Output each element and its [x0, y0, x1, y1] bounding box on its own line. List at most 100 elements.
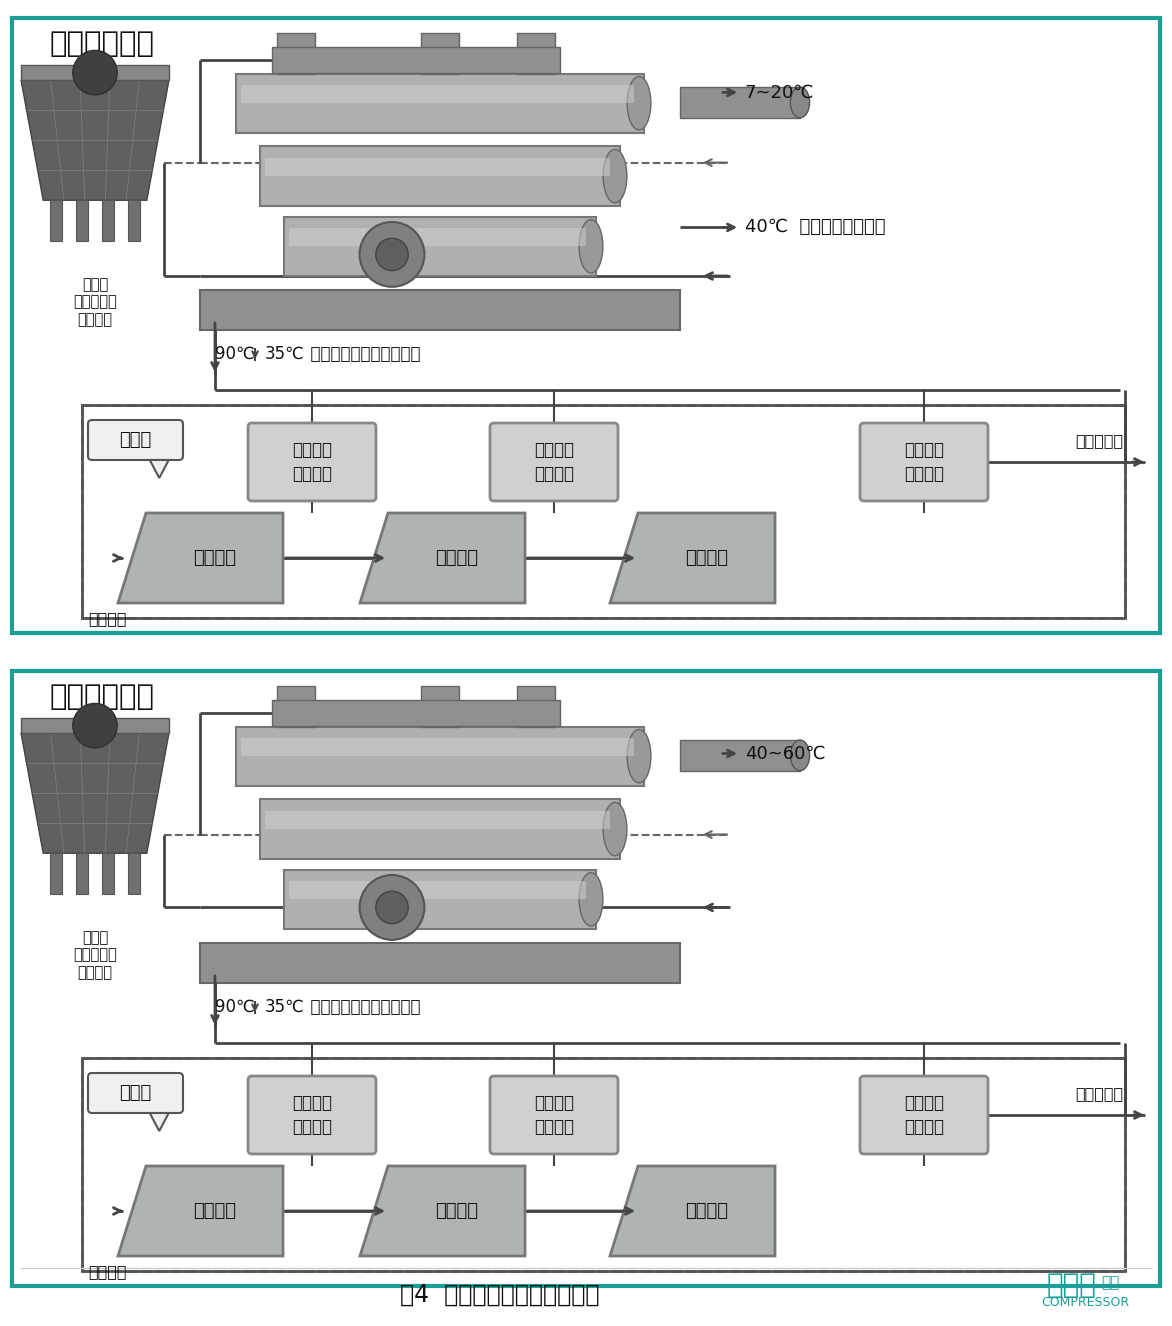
- Bar: [272, 46, 560, 73]
- Bar: [277, 686, 315, 727]
- Bar: [200, 943, 680, 983]
- Bar: [260, 800, 620, 859]
- Text: 40℃  生活热水或冷却水: 40℃ 生活热水或冷却水: [745, 219, 886, 236]
- Text: 一级余热
取热装置: 一级余热 取热装置: [292, 442, 332, 483]
- Text: 7~20℃: 7~20℃: [745, 84, 815, 101]
- Ellipse shape: [604, 150, 627, 203]
- Bar: [76, 200, 88, 241]
- Bar: [102, 853, 114, 894]
- Bar: [83, 1059, 1124, 1270]
- Text: 90℃: 90℃: [214, 998, 254, 1016]
- Bar: [200, 289, 680, 330]
- FancyBboxPatch shape: [860, 1075, 988, 1154]
- Text: 冷却塔
原冷却塔夏
季制冷用: 冷却塔 原冷却塔夏 季制冷用: [73, 930, 117, 980]
- Text: 空气吸入: 空气吸入: [88, 611, 127, 626]
- Ellipse shape: [579, 220, 602, 273]
- Bar: [284, 216, 597, 276]
- Ellipse shape: [604, 802, 627, 855]
- Bar: [277, 33, 315, 73]
- Text: 压缩机: 压缩机: [1047, 1272, 1097, 1299]
- Text: 后冷余热
取热装置: 后冷余热 取热装置: [904, 1094, 943, 1136]
- FancyBboxPatch shape: [248, 423, 376, 501]
- Text: 三级压缩: 三级压缩: [684, 549, 728, 568]
- Polygon shape: [150, 460, 169, 477]
- Bar: [21, 65, 169, 80]
- Bar: [680, 740, 800, 770]
- Bar: [421, 33, 459, 73]
- Text: 35℃: 35℃: [265, 998, 305, 1016]
- Bar: [82, 1058, 1125, 1272]
- Text: 空压机: 空压机: [120, 1083, 151, 1102]
- Ellipse shape: [627, 729, 650, 782]
- Text: 35℃: 35℃: [265, 345, 305, 363]
- FancyBboxPatch shape: [490, 423, 618, 501]
- Bar: [272, 700, 560, 727]
- Bar: [284, 870, 597, 930]
- Bar: [289, 228, 586, 247]
- Bar: [289, 882, 586, 899]
- Polygon shape: [150, 1113, 169, 1131]
- Polygon shape: [118, 1166, 282, 1256]
- FancyBboxPatch shape: [88, 420, 183, 460]
- Text: 三级压缩: 三级压缩: [684, 1201, 728, 1220]
- Circle shape: [360, 221, 424, 286]
- Text: 冷却塔
原冷却塔夏
季制冷用: 冷却塔 原冷却塔夏 季制冷用: [73, 277, 117, 326]
- Ellipse shape: [579, 873, 602, 926]
- Text: 图4  离心空压机节能改造原理: 图4 离心空压机节能改造原理: [401, 1284, 600, 1307]
- Text: 空压机: 空压机: [120, 431, 151, 450]
- Circle shape: [376, 239, 408, 271]
- Text: 一级压缩: 一级压缩: [193, 1201, 236, 1220]
- Text: 压缩空气出: 压缩空气出: [1075, 1086, 1123, 1101]
- Polygon shape: [360, 1166, 525, 1256]
- Circle shape: [73, 50, 117, 94]
- Circle shape: [376, 891, 408, 924]
- Bar: [517, 686, 556, 727]
- Text: 东志: 东志: [1101, 1276, 1119, 1290]
- Bar: [260, 146, 620, 206]
- Text: 二级余热
取热装置: 二级余热 取热装置: [534, 1094, 574, 1136]
- Text: 冬季制冷工况: 冬季制冷工况: [50, 683, 155, 711]
- Polygon shape: [609, 1166, 775, 1256]
- Bar: [21, 719, 169, 733]
- Bar: [128, 200, 141, 241]
- Bar: [76, 853, 88, 894]
- Bar: [517, 33, 556, 73]
- Text: 空压机余热回收专用机组: 空压机余热回收专用机组: [300, 998, 421, 1016]
- Bar: [50, 200, 62, 241]
- Text: 一级压缩: 一级压缩: [193, 549, 236, 568]
- Text: 40~60℃: 40~60℃: [745, 744, 825, 762]
- Polygon shape: [21, 733, 169, 853]
- Bar: [12, 19, 1160, 633]
- Text: 空气吸入: 空气吸入: [88, 1264, 127, 1280]
- Bar: [421, 686, 459, 727]
- Polygon shape: [609, 513, 775, 603]
- Text: 空压机余热回收专用机组: 空压机余热回收专用机组: [300, 345, 421, 363]
- Text: 夏季制冷工况: 夏季制冷工况: [50, 30, 155, 58]
- FancyBboxPatch shape: [88, 1073, 183, 1113]
- Text: 二级压缩: 二级压缩: [435, 549, 478, 568]
- Bar: [241, 85, 634, 103]
- Text: 二级余热
取热装置: 二级余热 取热装置: [534, 442, 574, 483]
- Bar: [236, 73, 643, 133]
- Bar: [82, 404, 1125, 618]
- Bar: [102, 200, 114, 241]
- Text: 压缩空气出: 压缩空气出: [1075, 434, 1123, 448]
- Bar: [680, 88, 800, 118]
- Bar: [265, 812, 609, 829]
- Polygon shape: [118, 513, 282, 603]
- Text: 一级余热
取热装置: 一级余热 取热装置: [292, 1094, 332, 1136]
- FancyBboxPatch shape: [248, 1075, 376, 1154]
- Polygon shape: [21, 80, 169, 200]
- Bar: [241, 739, 634, 756]
- Bar: [12, 671, 1160, 1286]
- Text: COMPRESSOR: COMPRESSOR: [1041, 1297, 1129, 1310]
- FancyBboxPatch shape: [860, 423, 988, 501]
- Bar: [50, 853, 62, 894]
- Bar: [128, 853, 141, 894]
- Bar: [265, 158, 609, 176]
- Text: 二级压缩: 二级压缩: [435, 1201, 478, 1220]
- Polygon shape: [360, 513, 525, 603]
- Ellipse shape: [627, 77, 650, 130]
- Ellipse shape: [790, 740, 810, 770]
- FancyBboxPatch shape: [490, 1075, 618, 1154]
